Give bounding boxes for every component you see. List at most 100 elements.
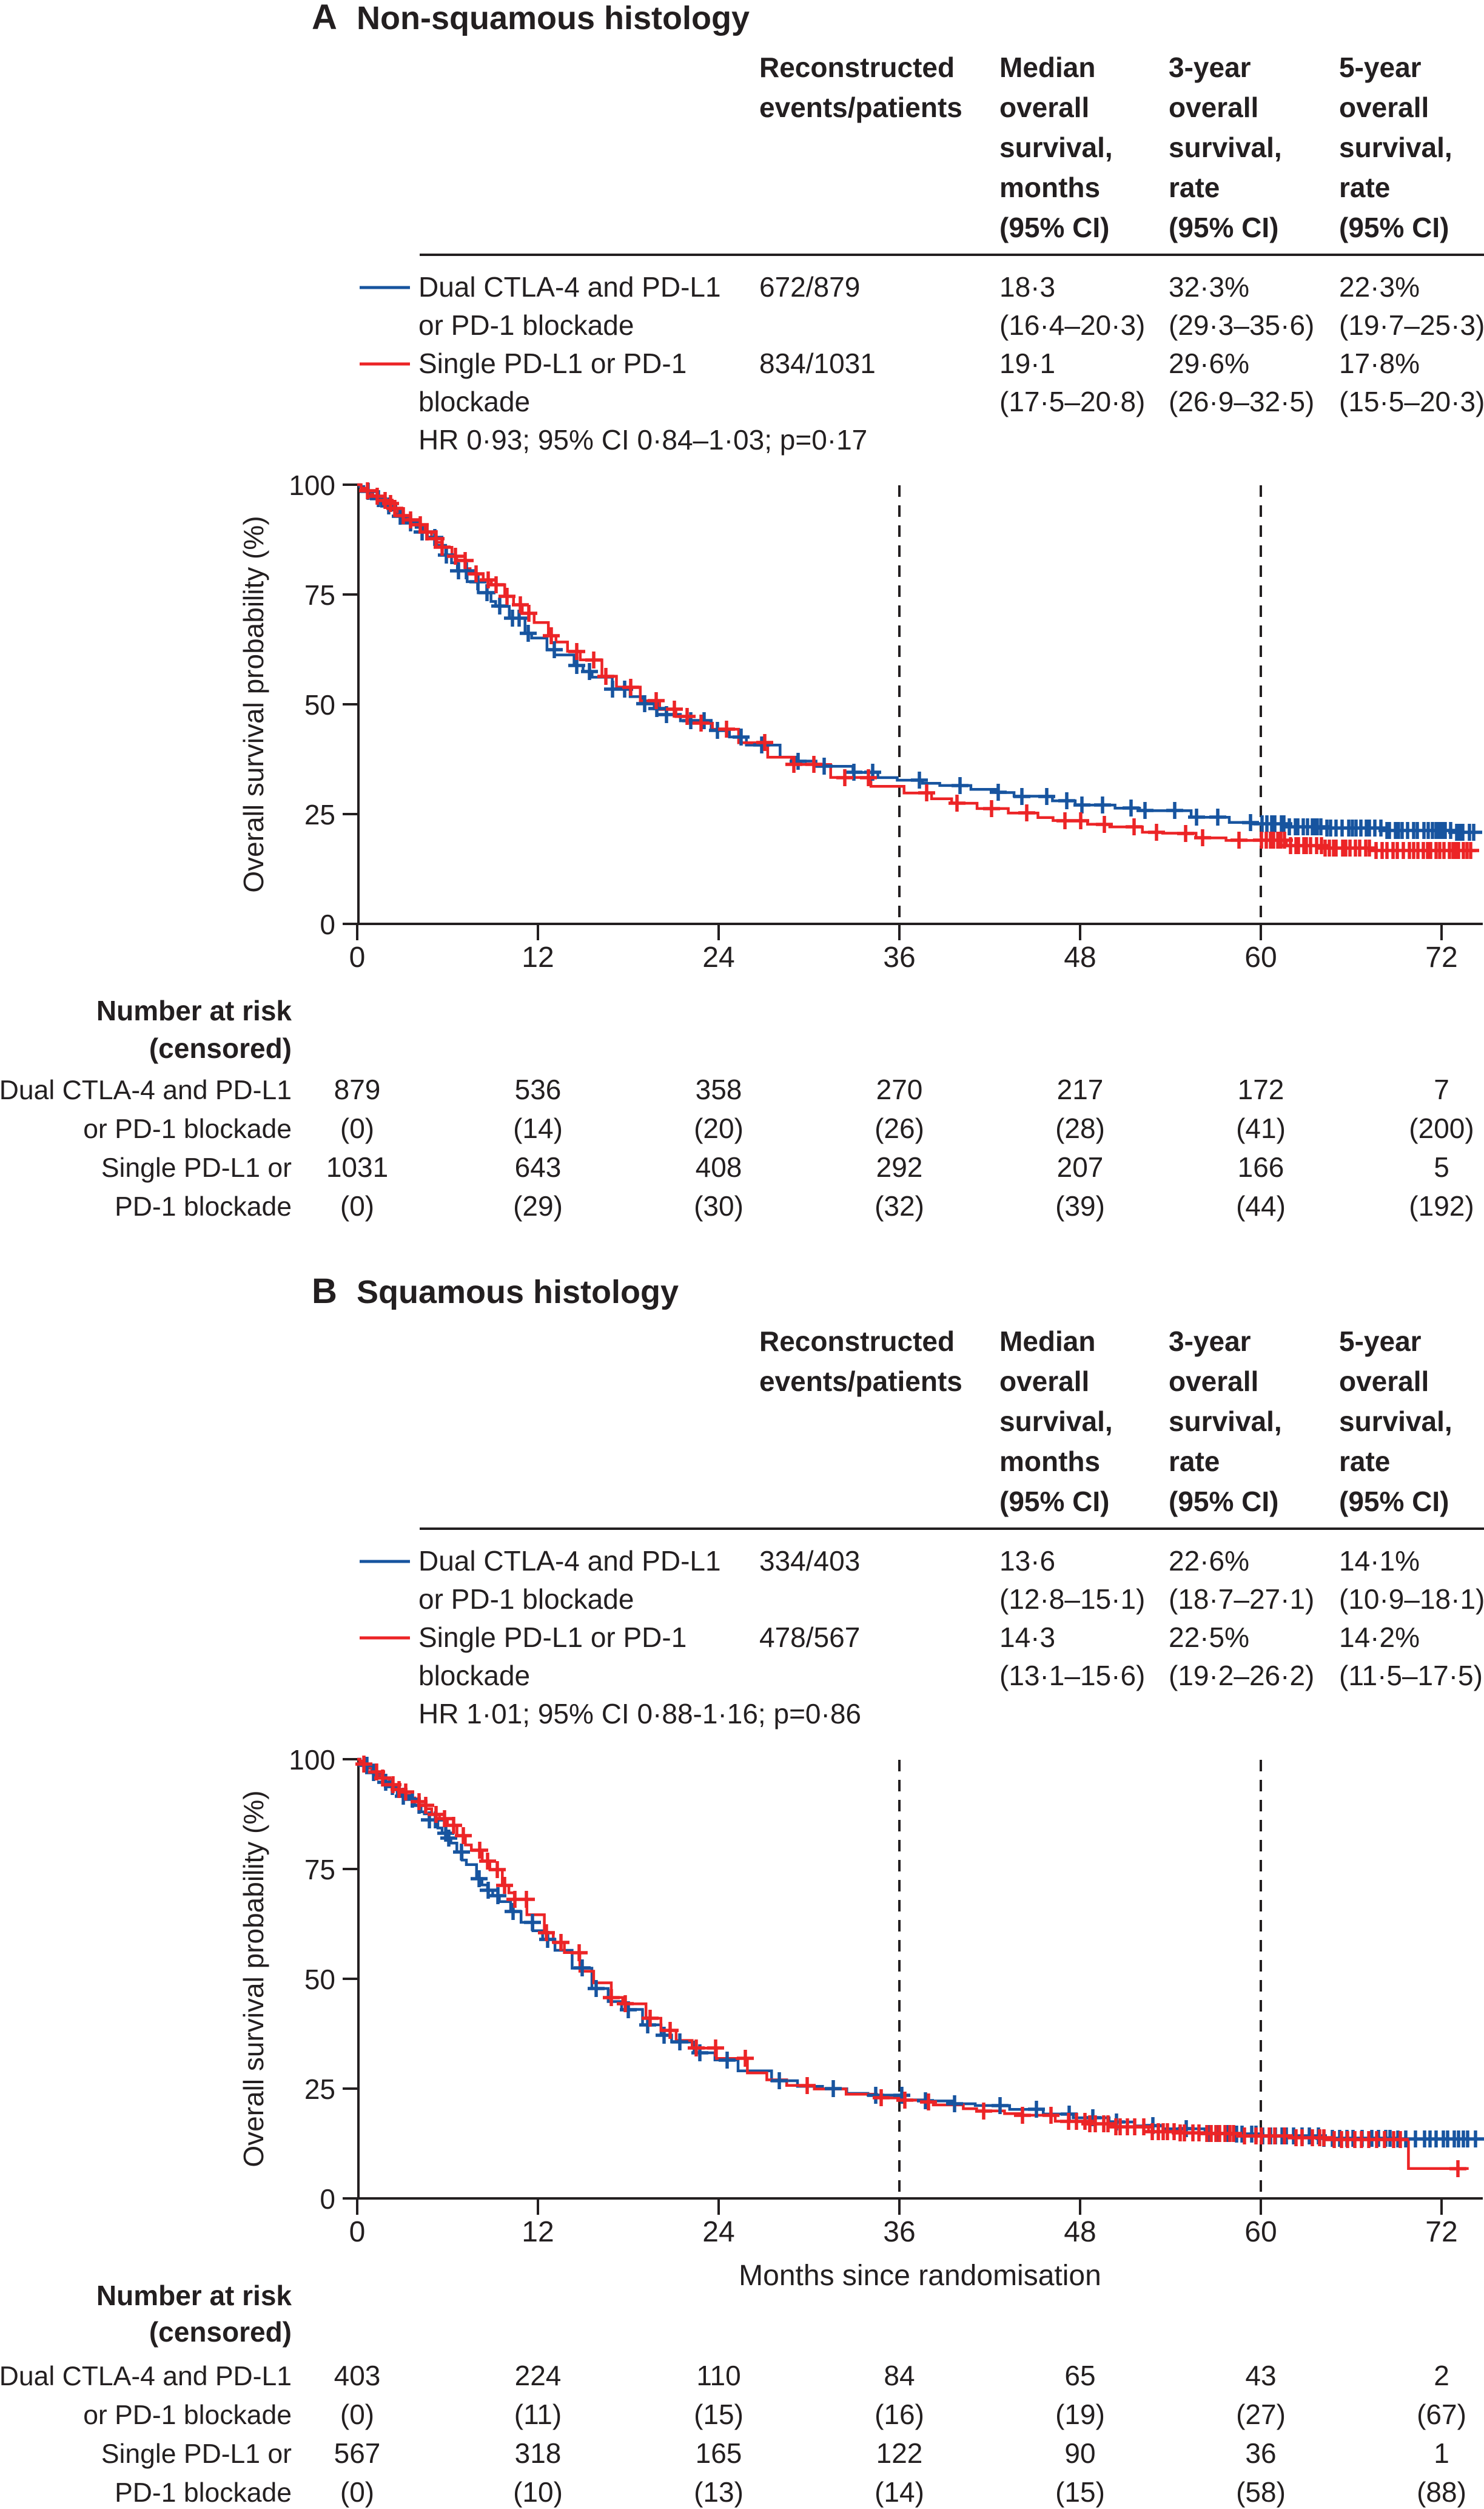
svg-text:(95% CI): (95% CI) bbox=[999, 212, 1109, 243]
svg-text:A: A bbox=[312, 0, 337, 37]
svg-text:HR 0·93; 95% CI 0·84–1·03; p=0: HR 0·93; 95% CI 0·84–1·03; p=0·17 bbox=[418, 424, 867, 456]
svg-text:Reconstructed: Reconstructed bbox=[759, 52, 955, 83]
svg-text:478/567: 478/567 bbox=[759, 1622, 860, 1653]
svg-text:Single PD-L1 or: Single PD-L1 or bbox=[101, 1153, 292, 1183]
svg-text:24: 24 bbox=[702, 2216, 734, 2248]
svg-text:Dual CTLA-4 and PD-L1: Dual CTLA-4 and PD-L1 bbox=[418, 271, 721, 303]
svg-text:overall: overall bbox=[1169, 1366, 1258, 1397]
svg-text:Number at risk: Number at risk bbox=[96, 2280, 292, 2311]
svg-text:(95% CI): (95% CI) bbox=[999, 1486, 1109, 1517]
svg-text:14·3: 14·3 bbox=[999, 1622, 1055, 1653]
svg-text:overall: overall bbox=[1339, 92, 1429, 123]
svg-text:834/1031: 834/1031 bbox=[759, 348, 876, 379]
svg-text:100: 100 bbox=[289, 470, 335, 501]
svg-text:Median: Median bbox=[999, 52, 1095, 83]
svg-text:217: 217 bbox=[1057, 1074, 1104, 1105]
svg-text:643: 643 bbox=[515, 1151, 562, 1183]
svg-text:25: 25 bbox=[304, 799, 335, 830]
svg-text:or PD-1 blockade: or PD-1 blockade bbox=[418, 309, 634, 341]
svg-text:(32): (32) bbox=[875, 1190, 924, 1222]
svg-text:0: 0 bbox=[349, 2216, 366, 2248]
svg-text:(0): (0) bbox=[340, 1113, 374, 1144]
svg-text:Squamous histology: Squamous histology bbox=[357, 1274, 679, 1310]
svg-text:(censored): (censored) bbox=[149, 2316, 292, 2348]
svg-text:PD-1 blockade: PD-1 blockade bbox=[115, 1192, 292, 1222]
svg-text:events/patients: events/patients bbox=[759, 92, 962, 123]
svg-text:(10·9–18·1): (10·9–18·1) bbox=[1339, 1583, 1484, 1615]
svg-text:(27): (27) bbox=[1236, 2399, 1286, 2430]
svg-text:(14): (14) bbox=[513, 1113, 563, 1144]
svg-text:1: 1 bbox=[1434, 2437, 1449, 2469]
svg-text:Overall survival probability (: Overall survival probability (%) bbox=[238, 1790, 269, 2167]
svg-text:(0): (0) bbox=[340, 1190, 374, 1222]
svg-text:(13·1–15·6): (13·1–15·6) bbox=[999, 1660, 1145, 1691]
svg-text:(0): (0) bbox=[340, 2399, 374, 2430]
svg-text:Single PD-L1 or PD-1: Single PD-L1 or PD-1 bbox=[418, 1622, 687, 1653]
svg-text:(28): (28) bbox=[1055, 1113, 1105, 1144]
svg-text:blockade: blockade bbox=[418, 1660, 530, 1691]
svg-text:or PD-1 blockade: or PD-1 blockade bbox=[83, 1114, 292, 1144]
svg-text:408: 408 bbox=[696, 1151, 742, 1183]
svg-text:(19·7–25·3): (19·7–25·3) bbox=[1339, 309, 1484, 341]
svg-text:blockade: blockade bbox=[418, 386, 530, 417]
svg-text:PD-1 blockade: PD-1 blockade bbox=[115, 2478, 292, 2508]
svg-text:(29): (29) bbox=[513, 1190, 563, 1222]
svg-text:rate: rate bbox=[1339, 172, 1390, 203]
svg-text:(16): (16) bbox=[875, 2399, 924, 2430]
svg-text:19·1: 19·1 bbox=[999, 348, 1055, 379]
svg-text:5-year: 5-year bbox=[1339, 52, 1422, 83]
svg-text:334/403: 334/403 bbox=[759, 1545, 860, 1577]
svg-text:48: 48 bbox=[1064, 941, 1096, 974]
svg-text:rate: rate bbox=[1169, 1446, 1220, 1477]
svg-text:29·6%: 29·6% bbox=[1169, 348, 1249, 379]
svg-text:12: 12 bbox=[522, 2216, 554, 2248]
svg-text:3-year: 3-year bbox=[1169, 1325, 1251, 1357]
svg-text:(26): (26) bbox=[875, 1113, 924, 1144]
svg-text:(11): (11) bbox=[514, 2399, 562, 2430]
svg-text:172: 172 bbox=[1238, 1074, 1284, 1105]
svg-text:18·3: 18·3 bbox=[999, 271, 1055, 303]
svg-text:(17·5–20·8): (17·5–20·8) bbox=[999, 386, 1145, 417]
svg-text:72: 72 bbox=[1425, 941, 1457, 974]
svg-text:(10): (10) bbox=[513, 2476, 563, 2508]
svg-text:12: 12 bbox=[522, 941, 554, 974]
svg-text:(39): (39) bbox=[1055, 1190, 1105, 1222]
svg-text:rate: rate bbox=[1339, 1446, 1390, 1477]
svg-text:165: 165 bbox=[696, 2437, 742, 2469]
svg-text:(95% CI): (95% CI) bbox=[1339, 1486, 1449, 1517]
svg-text:(95% CI): (95% CI) bbox=[1339, 212, 1449, 243]
svg-text:(15·5–20·3): (15·5–20·3) bbox=[1339, 386, 1484, 417]
svg-text:(12·8–15·1): (12·8–15·1) bbox=[999, 1583, 1145, 1615]
svg-text:or PD-1 blockade: or PD-1 blockade bbox=[83, 2400, 292, 2430]
svg-text:879: 879 bbox=[334, 1074, 381, 1105]
svg-text:months: months bbox=[999, 1446, 1100, 1477]
svg-text:536: 536 bbox=[515, 1074, 562, 1105]
svg-text:Single PD-L1 or PD-1: Single PD-L1 or PD-1 bbox=[418, 348, 687, 379]
svg-text:24: 24 bbox=[702, 941, 734, 974]
svg-text:(0): (0) bbox=[340, 2476, 374, 2508]
svg-text:60: 60 bbox=[1244, 2216, 1277, 2248]
svg-text:5-year: 5-year bbox=[1339, 1325, 1422, 1357]
svg-text:(15): (15) bbox=[694, 2399, 744, 2430]
svg-text:Dual CTLA-4 and PD-L1: Dual CTLA-4 and PD-L1 bbox=[0, 1076, 292, 1105]
svg-text:(95% CI): (95% CI) bbox=[1169, 1486, 1278, 1517]
svg-text:(95% CI): (95% CI) bbox=[1169, 212, 1278, 243]
svg-text:Number at risk: Number at risk bbox=[96, 995, 292, 1026]
svg-text:B: B bbox=[312, 1271, 337, 1311]
svg-text:166: 166 bbox=[1238, 1151, 1284, 1183]
svg-text:(20): (20) bbox=[694, 1113, 744, 1144]
svg-text:224: 224 bbox=[515, 2360, 562, 2391]
svg-text:(67): (67) bbox=[1417, 2399, 1466, 2430]
svg-text:(19): (19) bbox=[1055, 2399, 1105, 2430]
svg-text:(88): (88) bbox=[1417, 2476, 1466, 2508]
svg-text:75: 75 bbox=[304, 579, 335, 611]
svg-text:90: 90 bbox=[1064, 2437, 1095, 2469]
svg-text:(29·3–35·6): (29·3–35·6) bbox=[1169, 309, 1314, 341]
svg-text:(11·5–17·5): (11·5–17·5) bbox=[1339, 1660, 1483, 1691]
svg-text:672/879: 672/879 bbox=[759, 271, 860, 303]
svg-text:(30): (30) bbox=[694, 1190, 744, 1222]
svg-text:292: 292 bbox=[876, 1151, 923, 1183]
svg-text:75: 75 bbox=[304, 1854, 335, 1885]
svg-text:22·6%: 22·6% bbox=[1169, 1545, 1249, 1577]
svg-text:110: 110 bbox=[696, 2360, 740, 2391]
